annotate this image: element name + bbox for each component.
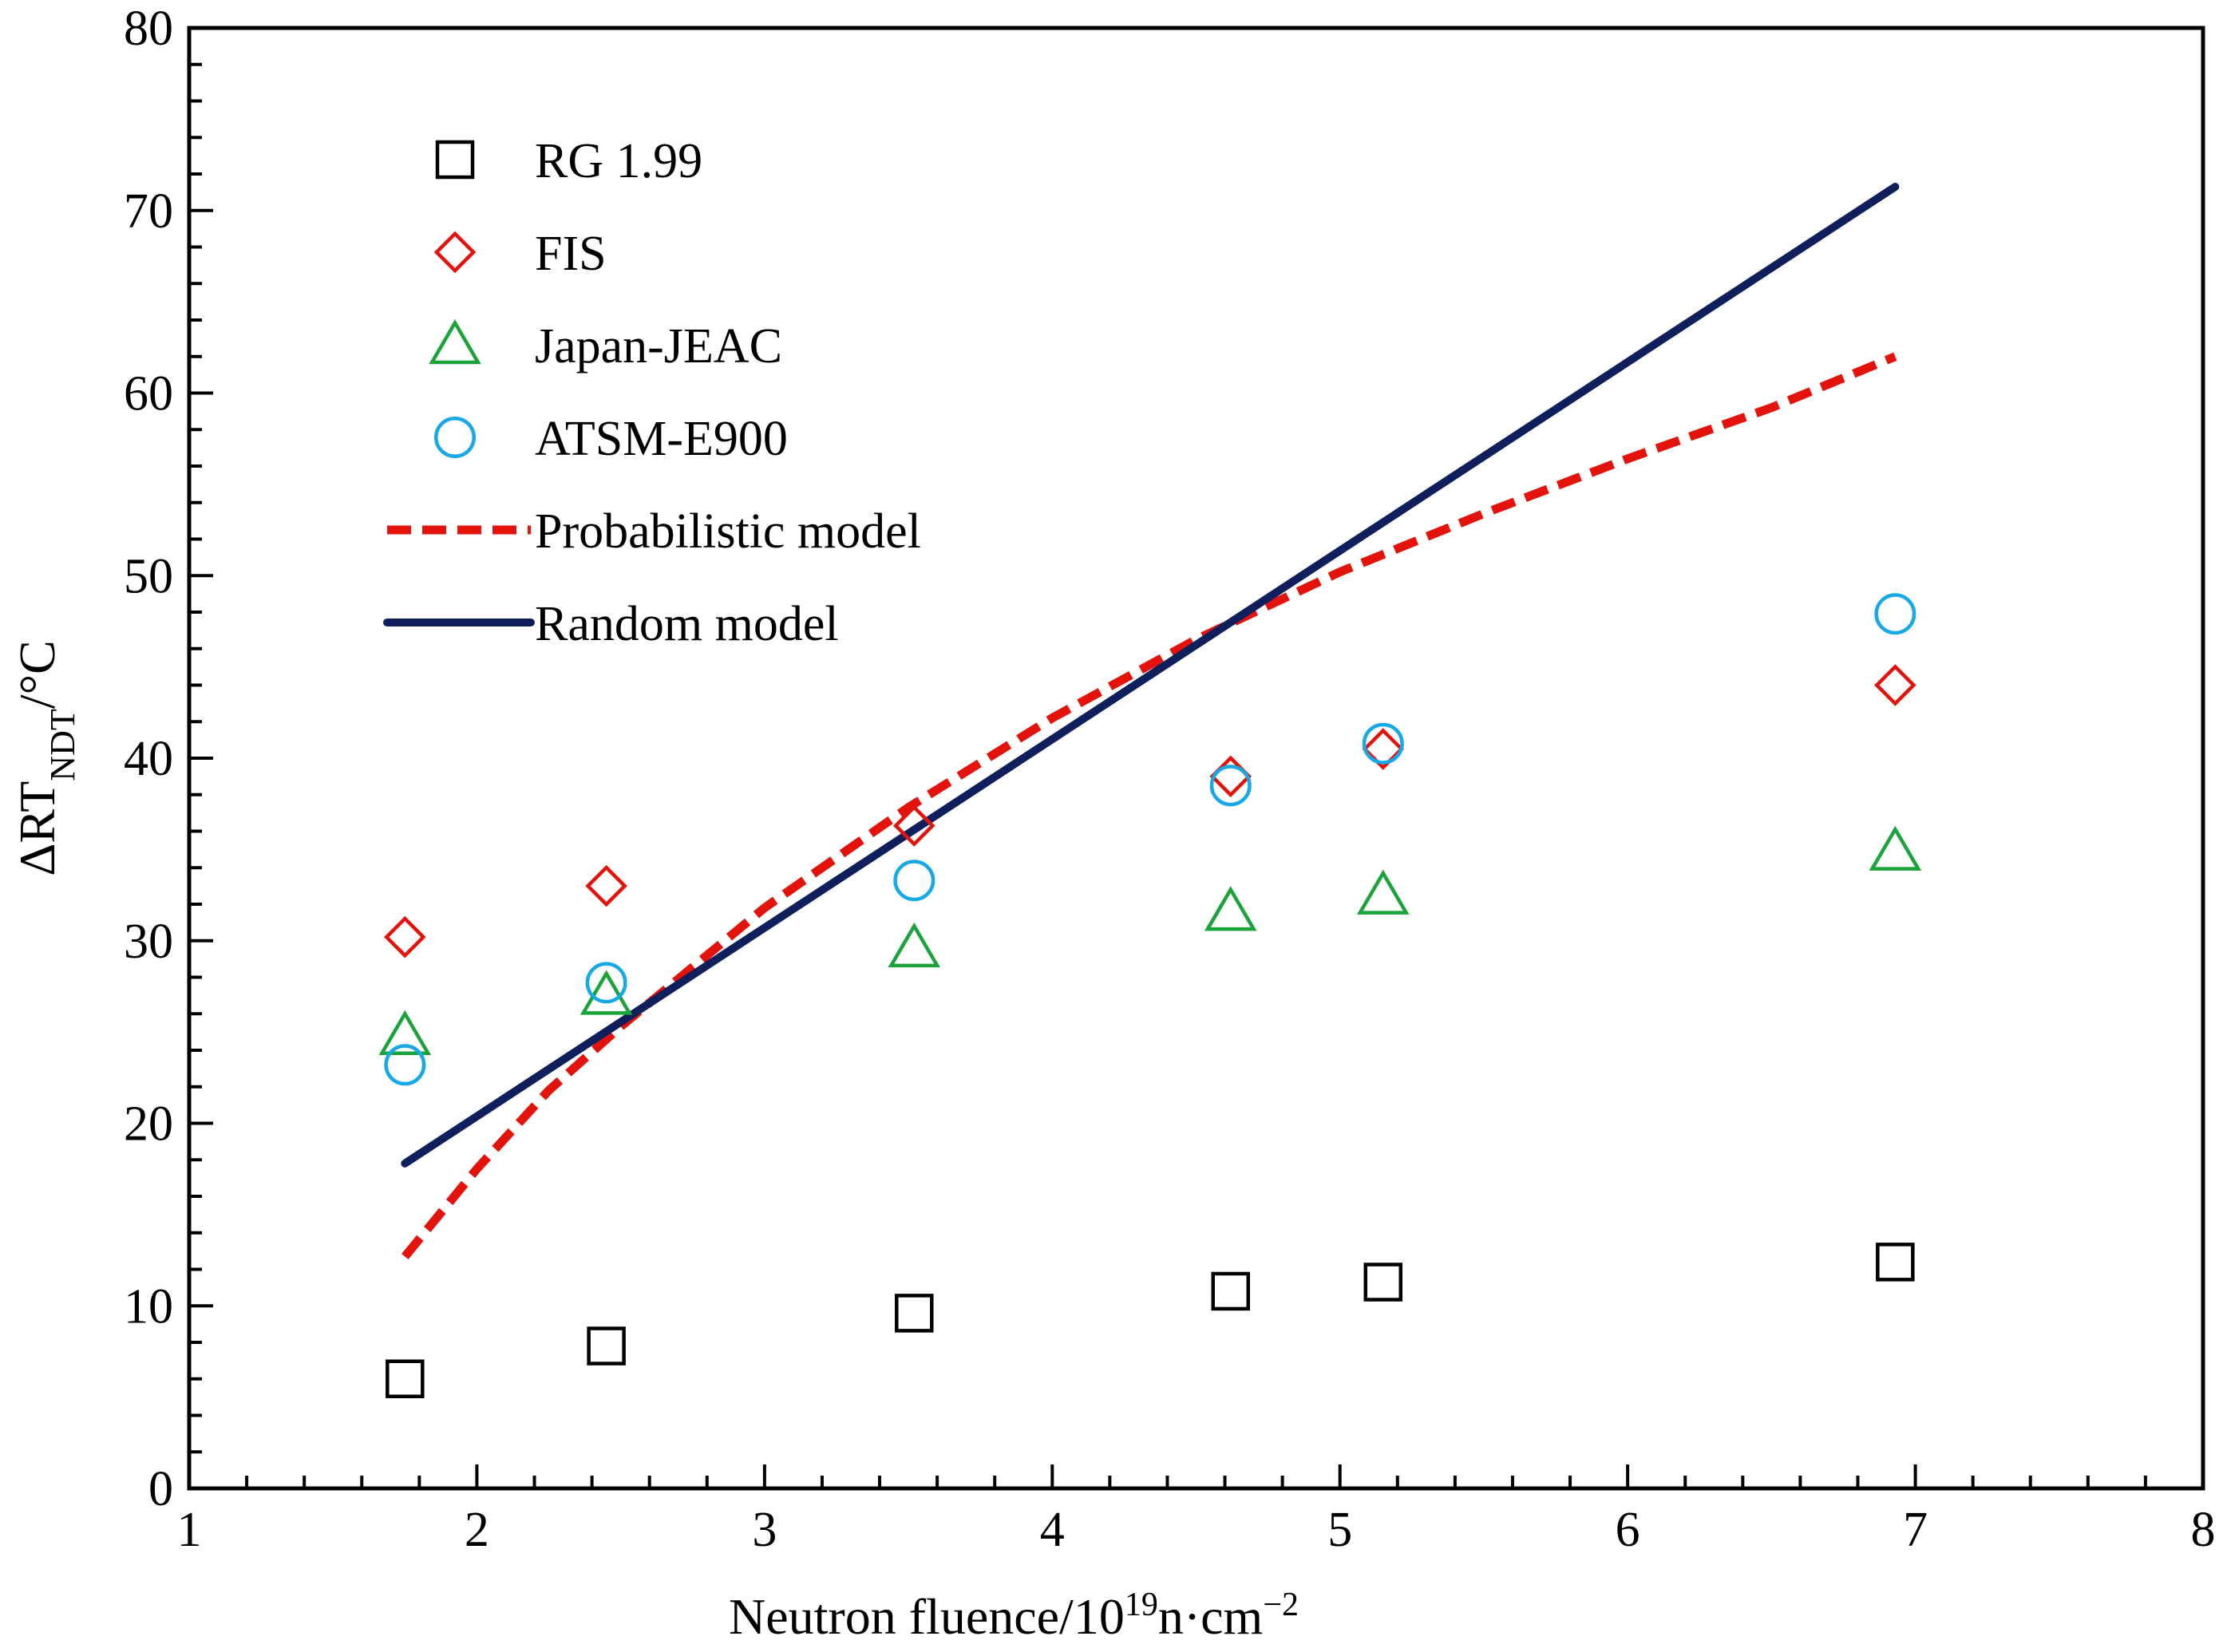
random-model-line [401, 183, 1900, 1168]
y-tick-label: 80 [124, 2, 173, 56]
legend-rg-1-99-symbol [435, 140, 475, 180]
rg-1-99-point [587, 1326, 626, 1365]
japan-jeac-point [1356, 869, 1410, 915]
fis-point [585, 864, 627, 907]
rg-1-99-point [895, 1294, 934, 1333]
x-tick-label: 5 [1327, 1503, 1352, 1557]
legend-japan-jeac-symbol [429, 319, 481, 365]
y-tick-label: 20 [124, 1097, 173, 1152]
legend-japan-jeac-label: Japan-JEAC [535, 319, 782, 373]
x-tick-label: 3 [752, 1503, 777, 1557]
probabilistic-model-line [401, 352, 1897, 1259]
y-tick-label: 10 [124, 1279, 173, 1334]
data-points [378, 593, 1922, 1398]
ticks-layer [188, 26, 2205, 1490]
legend-atsm-e900-symbol [433, 416, 477, 459]
fis-point [1874, 664, 1916, 706]
plot-frame [187, 26, 2205, 1491]
atsm-e900-point [1362, 722, 1404, 765]
atsm-e900-point [384, 1044, 426, 1086]
rg-1-99-point [1363, 1263, 1403, 1302]
fis-point [1209, 755, 1252, 798]
atsm-e900-point [893, 860, 935, 902]
y-tick-label: 40 [124, 732, 173, 786]
legend: RG 1.99 FIS Japan-JEAC ATSM-E900 Probabilist… [383, 134, 921, 651]
japan-jeac-point [888, 922, 941, 968]
legend-random-model-label: Random model [535, 597, 839, 651]
x-tick-labels: 1 2 3 4 5 6 7 8 [177, 1503, 2216, 1557]
y-tick-label: 30 [124, 915, 173, 969]
japan-jeac-point [579, 970, 633, 1015]
y-tick-labels: 0 10 20 30 40 50 60 70 80 [124, 2, 173, 1516]
rg-1-99-point [1211, 1271, 1251, 1311]
fis-point [892, 804, 935, 847]
fis-point [384, 915, 426, 958]
x-tick-label: 7 [1903, 1503, 1928, 1557]
japan-jeac-point [1204, 886, 1257, 931]
japan-jeac-point [378, 1010, 432, 1055]
fis-point [1362, 728, 1405, 770]
atsm-e900-point [585, 962, 627, 1004]
y-tick-label: 60 [124, 367, 173, 421]
y-tick-label: 0 [148, 1462, 173, 1516]
rg-1-99-point [386, 1359, 425, 1398]
x-axis-title: Neutron fluence/1019n·cm−2 [729, 1587, 1299, 1645]
y-tick-label: 70 [124, 184, 173, 239]
atsm-e900-point [1209, 765, 1252, 807]
x-tick-label: 1 [177, 1503, 202, 1557]
atsm-e900-point [1874, 593, 1916, 635]
x-tick-label: 8 [2191, 1503, 2216, 1557]
x-tick-label: 2 [465, 1503, 489, 1557]
rg-1-99-point [1876, 1243, 1915, 1282]
model-lines [401, 183, 1900, 1259]
legend-fis-label: FIS [535, 227, 607, 281]
legend-probabilistic-model-label: Probabilistic model [535, 504, 921, 559]
legend-atsm-e900-label: ATSM-E900 [535, 412, 788, 466]
y-tick-label: 50 [124, 549, 173, 603]
y-axis-title: ΔRTNDT/°C [9, 640, 82, 876]
legend-fis-symbol [433, 231, 477, 274]
x-tick-label: 6 [1616, 1503, 1640, 1557]
japan-jeac-point [1869, 825, 1922, 871]
legend-rg-1-99-label: RG 1.99 [535, 134, 702, 188]
x-tick-label: 4 [1040, 1503, 1065, 1557]
